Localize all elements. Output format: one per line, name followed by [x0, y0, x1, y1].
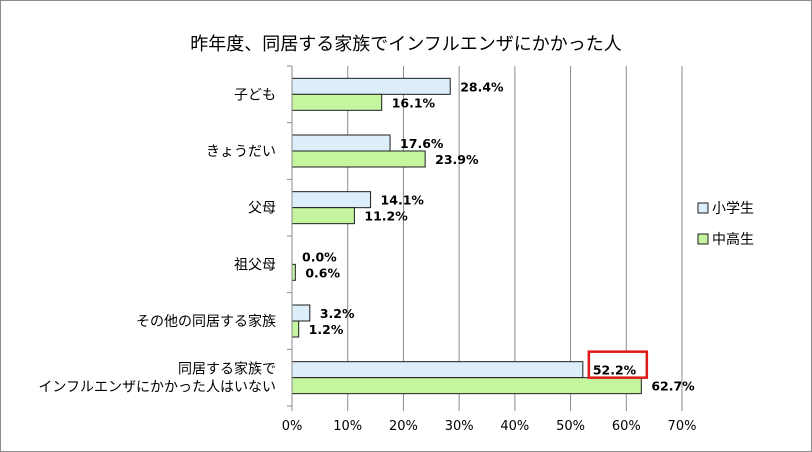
data-label: 0.6%: [305, 265, 340, 280]
legend-label: 中高生: [712, 231, 754, 248]
bar-series-2: [291, 263, 296, 281]
bar-series-2: [291, 320, 300, 338]
category-label: 子ども: [234, 87, 276, 103]
data-label: 0.0%: [302, 249, 337, 264]
x-tick-label: 40%: [500, 419, 529, 434]
category-label: きょうだい: [206, 144, 276, 160]
bar-series-2: [291, 377, 642, 395]
category-label: インフルエンザにかかった人はいない: [38, 380, 276, 396]
data-label: 1.2%: [309, 322, 344, 337]
data-label: 23.9%: [435, 152, 479, 167]
bar-series-1: [291, 361, 584, 379]
x-tick-label: 0%: [282, 419, 303, 434]
category-label: 同居する家族で: [178, 361, 276, 378]
labels: 0% 10% 20% 30% 40% 50% 60% 70% 子どもきょうだい父母祖父母その他の…: [38, 79, 696, 434]
x-tick-label: 70%: [668, 419, 697, 434]
category-label: 父母: [248, 201, 276, 217]
data-label: 62.7%: [651, 379, 695, 394]
highlight-box: [587, 350, 649, 379]
category-label: その他の同居する家族: [136, 313, 276, 330]
gridlines: [347, 66, 683, 406]
data-label: 16.1%: [392, 95, 436, 110]
category-label: 祖父母: [234, 257, 276, 273]
bar-series-1: [291, 77, 451, 95]
bar-series-2: [291, 150, 426, 168]
chart-title: 昨年度、同居する家族でインフルエンザにかかった人: [190, 34, 622, 55]
data-label: 14.1%: [381, 193, 425, 208]
bars: [291, 77, 642, 395]
data-label: 11.2%: [364, 209, 408, 224]
data-label: 3.2%: [320, 306, 355, 321]
bar-series-2: [291, 207, 355, 225]
bar-series-2: [291, 93, 383, 111]
bar-series-1: [291, 134, 391, 152]
data-label: 28.4%: [460, 79, 504, 94]
x-tick-label: 10%: [333, 419, 362, 434]
data-label: 52.2%: [593, 363, 637, 378]
legend-swatch: [697, 233, 709, 245]
bar-series-1: [291, 304, 311, 322]
legend-label: 小学生: [712, 201, 754, 217]
x-tick-label: 20%: [389, 419, 418, 434]
x-tick-label: 50%: [556, 419, 585, 434]
legend-swatch: [697, 202, 709, 214]
bar-series-1: [291, 191, 372, 209]
x-tick-label: 60%: [612, 419, 641, 434]
x-tick-label: 30%: [445, 419, 474, 434]
axes: [287, 65, 683, 411]
data-label: 17.6%: [400, 136, 444, 151]
